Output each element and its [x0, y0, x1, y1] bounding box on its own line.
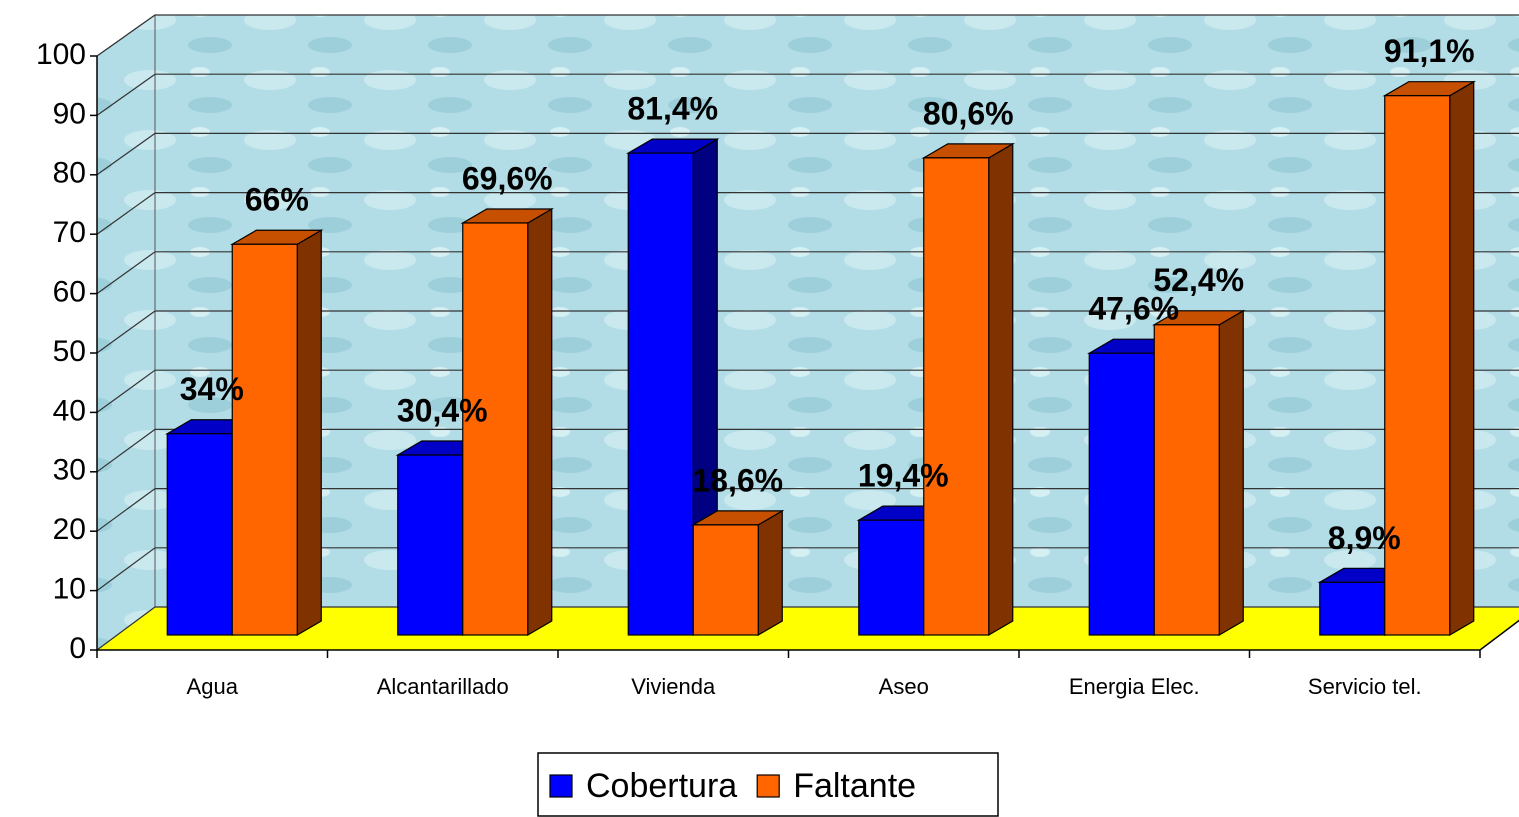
bar [692, 524, 759, 636]
bar-group [921, 142, 1015, 637]
grid-line [96, 310, 156, 354]
y-tick-label: 70 [53, 216, 86, 249]
grid-line [96, 369, 156, 413]
bar [462, 222, 529, 636]
legend-swatch [549, 774, 573, 798]
bar-side [527, 207, 553, 637]
legend-label: Faltante [793, 767, 916, 805]
grid-line [96, 428, 156, 473]
bar [858, 519, 925, 636]
data-label: 47,6% [1088, 291, 1179, 327]
legend-label: Cobertura [586, 767, 737, 805]
grid-line [96, 251, 156, 295]
y-tick-label: 10 [53, 573, 86, 606]
bar-group [691, 509, 785, 637]
bar [1153, 324, 1220, 636]
x-tick-label: Alcantarillado [377, 674, 509, 699]
bar-side [1218, 309, 1244, 637]
y-tick-label: 30 [53, 454, 86, 487]
bar [1384, 95, 1451, 636]
bar-side [296, 229, 322, 637]
data-label: 91,1% [1384, 33, 1475, 69]
data-label: 8,9% [1328, 520, 1401, 556]
bar-side [988, 142, 1014, 637]
y-tick-label: 100 [36, 38, 86, 71]
y-tick-label: 60 [53, 276, 86, 309]
y-tick-label: 20 [53, 513, 86, 546]
y-tick-label: 80 [53, 157, 86, 190]
data-label: 66% [245, 182, 309, 218]
y-tick-label: 50 [53, 335, 86, 368]
grid-line [96, 606, 156, 651]
bar [397, 454, 464, 636]
x-tick-label: Aseo [879, 674, 929, 699]
legend-swatch [756, 774, 780, 798]
x-tick-label: Servicio tel. [1308, 674, 1422, 699]
y-tick-label: 40 [53, 394, 86, 427]
grid-line [96, 73, 156, 116]
grid-line [96, 192, 156, 235]
bar [923, 157, 990, 636]
bar [1319, 581, 1386, 636]
grid-line [96, 547, 156, 592]
bar-group [230, 229, 324, 637]
bar [231, 243, 298, 636]
data-label: 52,4% [1153, 262, 1244, 298]
y-tick-label: 90 [53, 97, 86, 130]
grid-line [96, 132, 156, 176]
bar-group [1382, 80, 1476, 637]
bar-group [460, 207, 554, 637]
bar-group [1152, 309, 1246, 637]
grid-line [96, 14, 156, 57]
bar [627, 152, 694, 636]
bar [1088, 352, 1155, 636]
data-label: 80,6% [923, 95, 1014, 131]
grid-line [96, 488, 156, 532]
data-label: 18,6% [692, 462, 783, 498]
x-tick-label: Vivienda [631, 674, 716, 699]
data-label: 69,6% [462, 160, 553, 196]
bar-side [757, 509, 783, 637]
data-label: 34% [180, 371, 244, 407]
x-tick-label: Agua [187, 674, 239, 699]
bar [166, 433, 233, 636]
bar-group [626, 138, 720, 637]
data-label: 30,4% [397, 392, 488, 428]
x-tick-label: Energia Elec. [1069, 674, 1200, 699]
bar-side [1449, 80, 1475, 637]
y-tick-label: 0 [69, 632, 86, 665]
data-label: 19,4% [858, 458, 949, 494]
data-label: 81,4% [627, 91, 718, 127]
